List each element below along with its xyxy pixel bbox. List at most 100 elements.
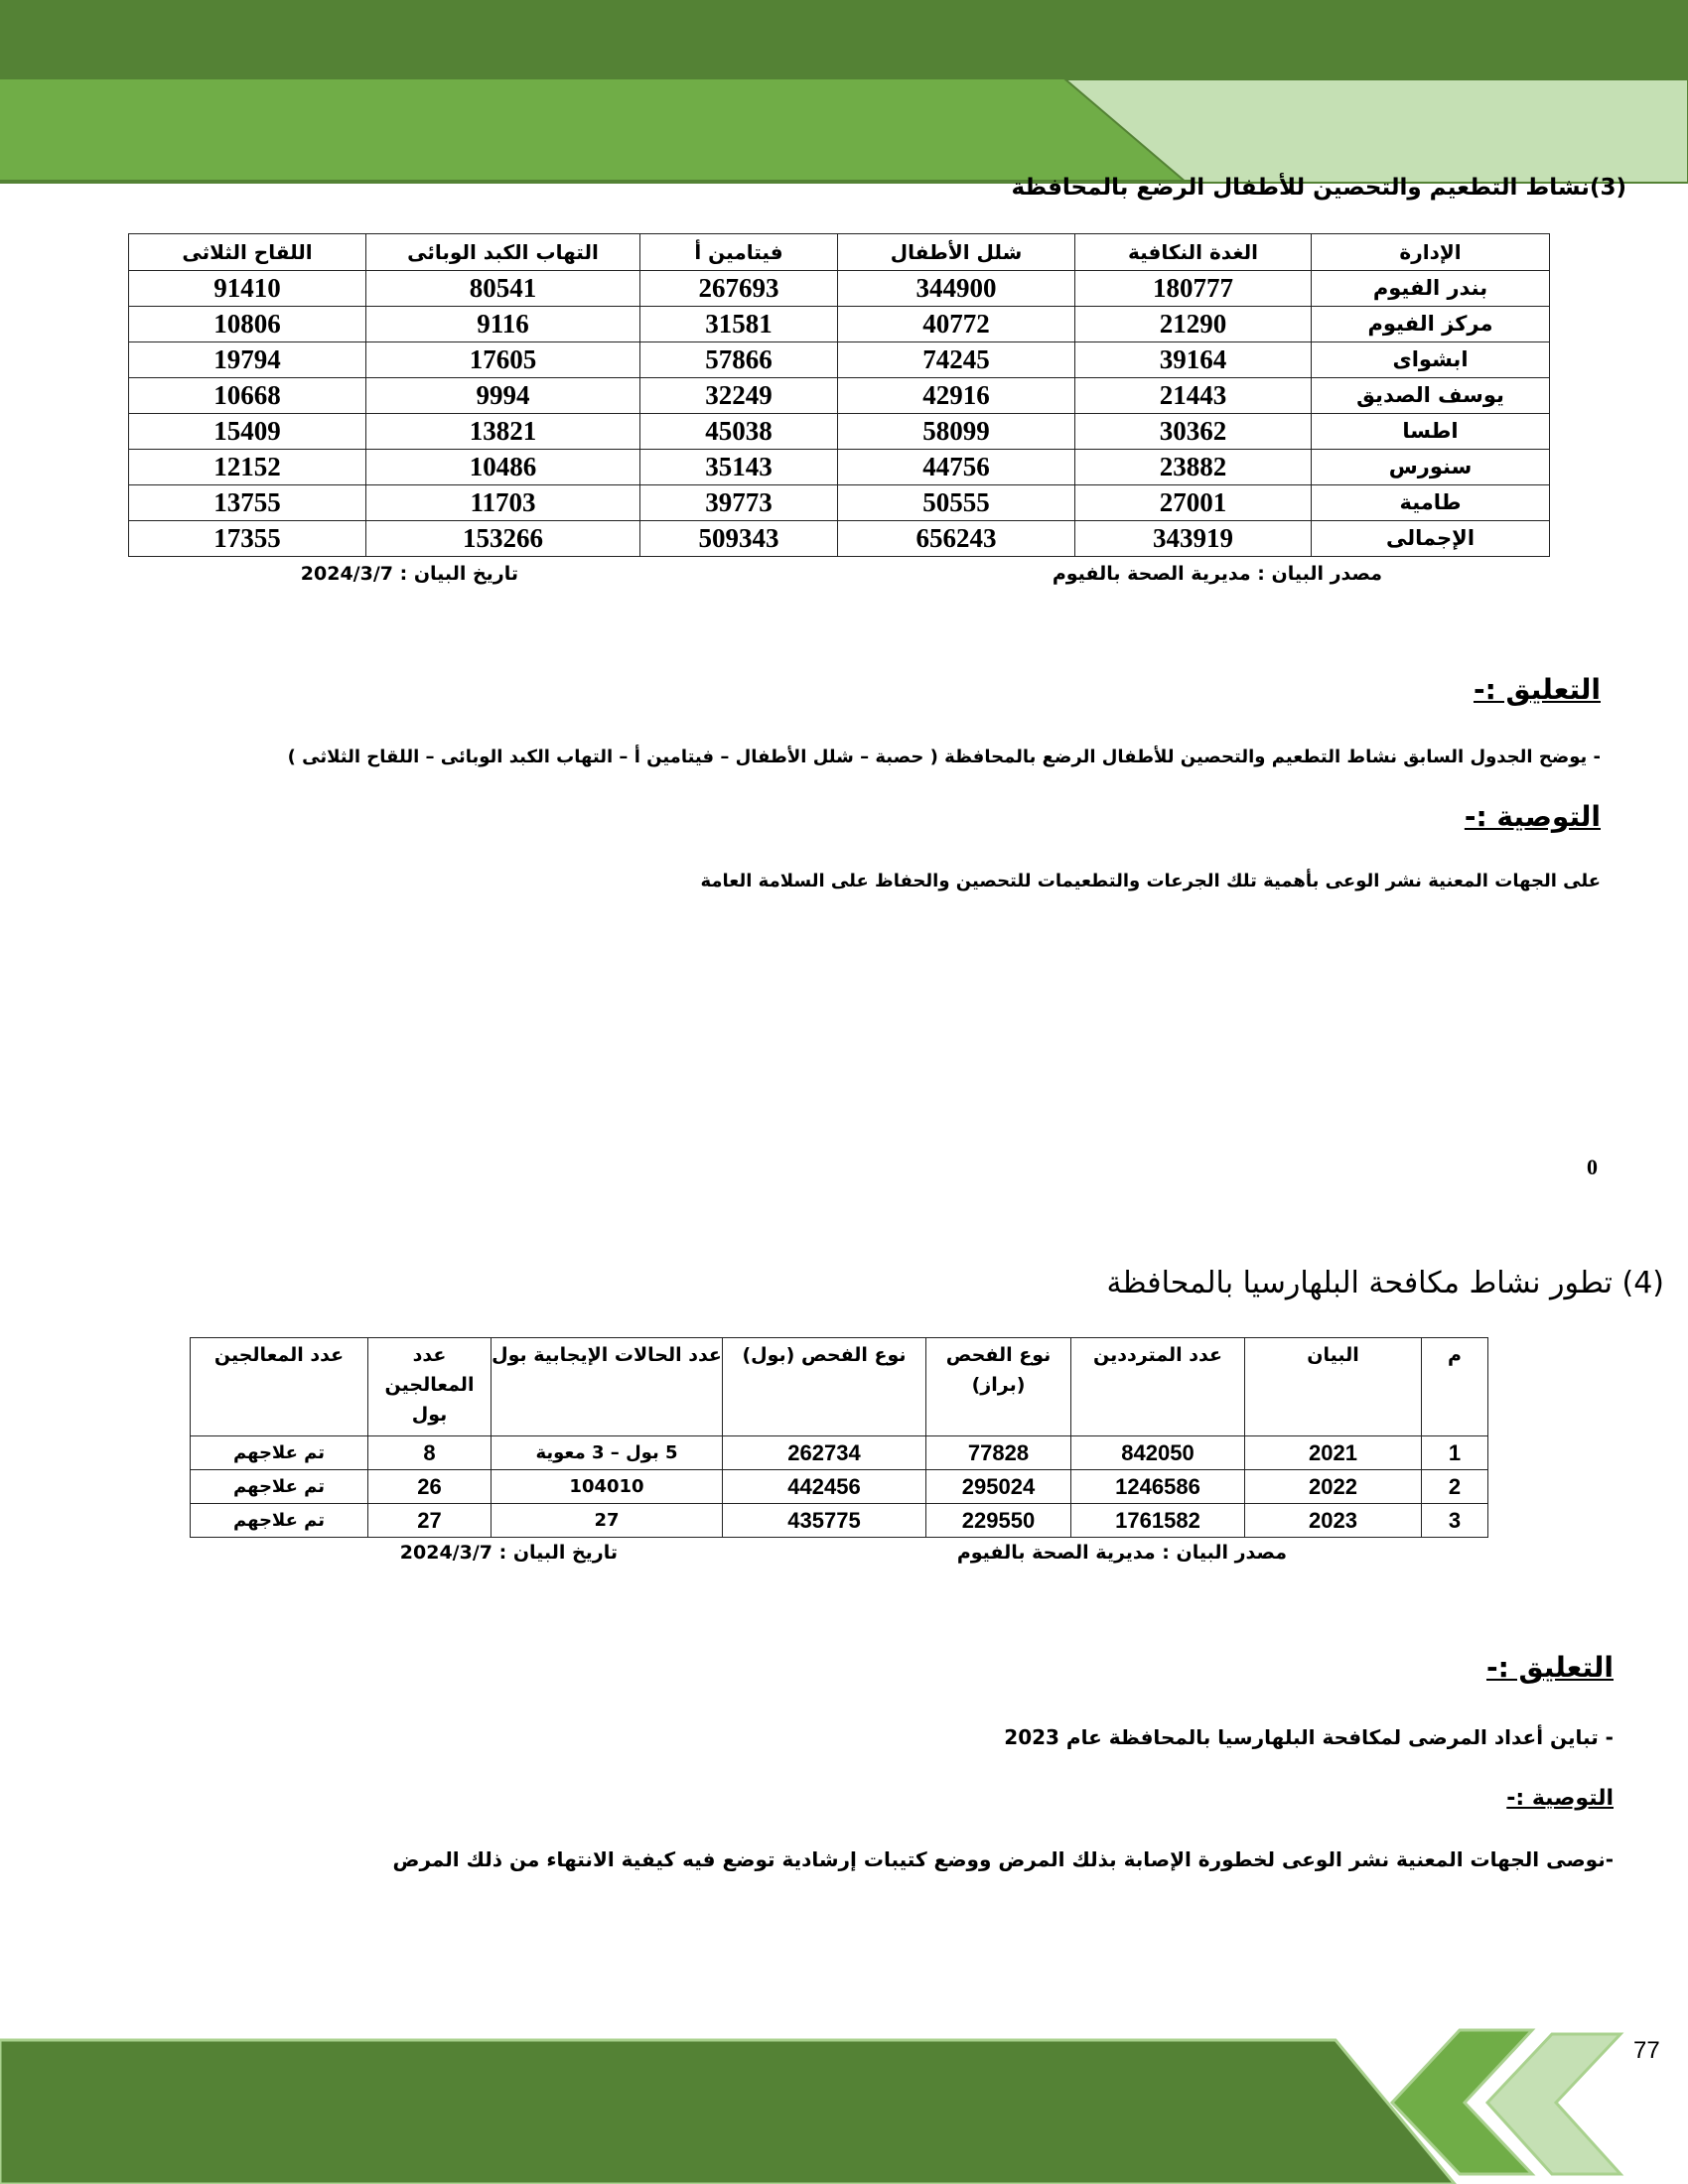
table-cell: 9994 xyxy=(365,377,640,414)
table-row: ابشواى 39164 74245 57866 17605 19794 xyxy=(128,341,1550,378)
table-cell: 42916 xyxy=(837,377,1075,414)
header-cell: الإدارة xyxy=(1311,233,1550,271)
header-cell: فيتامين أ xyxy=(639,233,838,271)
table-cell: 77828 xyxy=(925,1435,1071,1470)
table-cell: 2021 xyxy=(1244,1435,1422,1470)
page-number: 77 xyxy=(1633,2037,1660,2064)
header-rule xyxy=(0,180,1192,184)
table-cell: 435775 xyxy=(722,1503,926,1538)
header-cell: نوع الفحص (براز) xyxy=(925,1337,1071,1436)
table-cell: 13821 xyxy=(365,413,640,450)
header-cell: التهاب الكبد الوبائى xyxy=(365,233,640,271)
section4-date: تاريخ البيان : 2024/3/7 xyxy=(399,1542,618,1564)
table-cell: 10486 xyxy=(365,449,640,485)
table-cell: 656243 xyxy=(837,520,1075,557)
table-cell: 9116 xyxy=(365,306,640,342)
table-row: الإجمالى 343919 656243 509343 153266 17355 xyxy=(128,520,1550,557)
section3-comment: - يوضح الجدول السابق نشاط التطعيم والتحص… xyxy=(287,747,1601,767)
table-cell: 32249 xyxy=(639,377,838,414)
table-cell: 31581 xyxy=(639,306,838,342)
table-cell: 44756 xyxy=(837,449,1075,485)
table-cell: طامية xyxy=(1311,484,1550,521)
chevron-left-icon xyxy=(1389,2028,1536,2176)
header-cell: اللقاح الثلاثى xyxy=(128,233,366,271)
table-cell: 262734 xyxy=(722,1435,926,1470)
table-cell: 343919 xyxy=(1074,520,1312,557)
table-cell: 57866 xyxy=(639,341,838,378)
table-cell: 26 xyxy=(367,1469,492,1504)
header-cell: البيان xyxy=(1244,1337,1422,1436)
section4-comment-heading: التعليق :- xyxy=(1485,1651,1614,1684)
header-cell: نوع الفحص (بول) xyxy=(722,1337,926,1436)
table-cell: 58099 xyxy=(837,413,1075,450)
table-row: مركز الفيوم 21290 40772 31581 9116 10806 xyxy=(128,306,1550,342)
section4-source: مصدر البيان : مديرية الصحة بالفيوم xyxy=(956,1542,1287,1564)
footer-banner xyxy=(0,2028,1624,2184)
table-cell: 2023 xyxy=(1244,1503,1422,1538)
table-header-row: م البيان عدد المترددين نوع الفحص (براز) … xyxy=(190,1337,1488,1436)
section4-title: (4) تطور نشاط مكافحة البلهارسيا بالمحافظ… xyxy=(1106,1266,1664,1300)
table-cell: 180777 xyxy=(1074,270,1312,307)
footer-dark-band xyxy=(0,2038,1457,2184)
section4-recommendation: -نوصى الجهات المعنية نشر الوعى لخطورة ال… xyxy=(392,1847,1614,1871)
table-cell: 11703 xyxy=(365,484,640,521)
table-header-row: الإدارة الغدة النكافية شلل الأطفال فيتام… xyxy=(128,233,1550,271)
header-cell: عدد المعالجين xyxy=(190,1337,368,1436)
table-cell: 509343 xyxy=(639,520,838,557)
table-cell: 1246586 xyxy=(1070,1469,1245,1504)
section3-comment-heading: التعليق :- xyxy=(1473,673,1601,706)
table-cell: الإجمالى xyxy=(1311,520,1550,557)
table-cell: 50555 xyxy=(837,484,1075,521)
table-row: اطسا 30362 58099 45038 13821 15409 xyxy=(128,413,1550,450)
table-cell: ابشواى xyxy=(1311,341,1550,378)
table-cell: 45038 xyxy=(639,413,838,450)
table-row: طامية 27001 50555 39773 11703 13755 xyxy=(128,484,1550,521)
section4-comment: - تباين أعداد المرضى لمكافحة البلهارسيا … xyxy=(1004,1725,1614,1749)
stray-number: 0 xyxy=(1587,1155,1598,1179)
section4-recommendation-heading: التوصية :- xyxy=(1506,1786,1614,1811)
vaccination-table: الإدارة الغدة النكافية شلل الأطفال فيتام… xyxy=(128,233,1550,557)
table-cell: 23882 xyxy=(1074,449,1312,485)
section3-source: مصدر البيان : مديرية الصحة بالفيوم xyxy=(1052,563,1382,585)
table-cell: 229550 xyxy=(925,1503,1071,1538)
table-cell: 19794 xyxy=(128,341,366,378)
table-cell: 1 xyxy=(1421,1435,1488,1470)
table-cell: 15409 xyxy=(128,413,366,450)
table-cell: 27 xyxy=(367,1503,492,1538)
section3-recommendation: على الجهات المعنية نشر الوعى بأهمية تلك … xyxy=(700,871,1601,891)
table-cell: 91410 xyxy=(128,270,366,307)
bilharzia-table: م البيان عدد المترددين نوع الفحص (براز) … xyxy=(190,1337,1488,1538)
table-cell: 27 xyxy=(491,1503,723,1538)
chevron-left-icon xyxy=(1484,2032,1624,2176)
section3-title: (3)نشاط التطعيم والتحصين للأطفال الرضع ب… xyxy=(1011,175,1626,201)
table-cell: 5 بول – 3 معوية xyxy=(491,1435,723,1470)
table-cell: 1761582 xyxy=(1070,1503,1245,1538)
table-cell: 74245 xyxy=(837,341,1075,378)
table-row: 3 2023 1761582 229550 435775 27 27 تم علاجهم xyxy=(190,1503,1488,1538)
table-cell: 12152 xyxy=(128,449,366,485)
table-cell: تم علاجهم xyxy=(190,1503,368,1538)
table-cell: 80541 xyxy=(365,270,640,307)
table-cell: تم علاجهم xyxy=(190,1435,368,1470)
table-cell: 21443 xyxy=(1074,377,1312,414)
table-cell: سنورس xyxy=(1311,449,1550,485)
table-row: 1 2021 842050 77828 262734 5 بول – 3 معوية 8 تم… xyxy=(190,1435,1488,1470)
table-cell: 842050 xyxy=(1070,1435,1245,1470)
table-cell: 30362 xyxy=(1074,413,1312,450)
table-cell: 13755 xyxy=(128,484,366,521)
table-cell: يوسف الصديق xyxy=(1311,377,1550,414)
section3-recommendation-heading: التوصية :- xyxy=(1464,800,1601,833)
table-cell: 10806 xyxy=(128,306,366,342)
table-cell: 153266 xyxy=(365,520,640,557)
table-cell: 295024 xyxy=(925,1469,1071,1504)
table-cell: 17605 xyxy=(365,341,640,378)
header-banner xyxy=(0,0,1688,184)
table-cell: 8 xyxy=(367,1435,492,1470)
table-row: يوسف الصديق 21443 42916 32249 9994 10668 xyxy=(128,377,1550,414)
table-cell: 2 xyxy=(1421,1469,1488,1504)
table-row: بندر الفيوم 180777 344900 267693 80541 91410 xyxy=(128,270,1550,307)
header-cell: شلل الأطفال xyxy=(837,233,1075,271)
header-dark-band xyxy=(0,0,1688,79)
header-cell: عدد الحالات الإيجابية بول xyxy=(491,1337,723,1436)
header-cell: الغدة النكافية xyxy=(1074,233,1312,271)
